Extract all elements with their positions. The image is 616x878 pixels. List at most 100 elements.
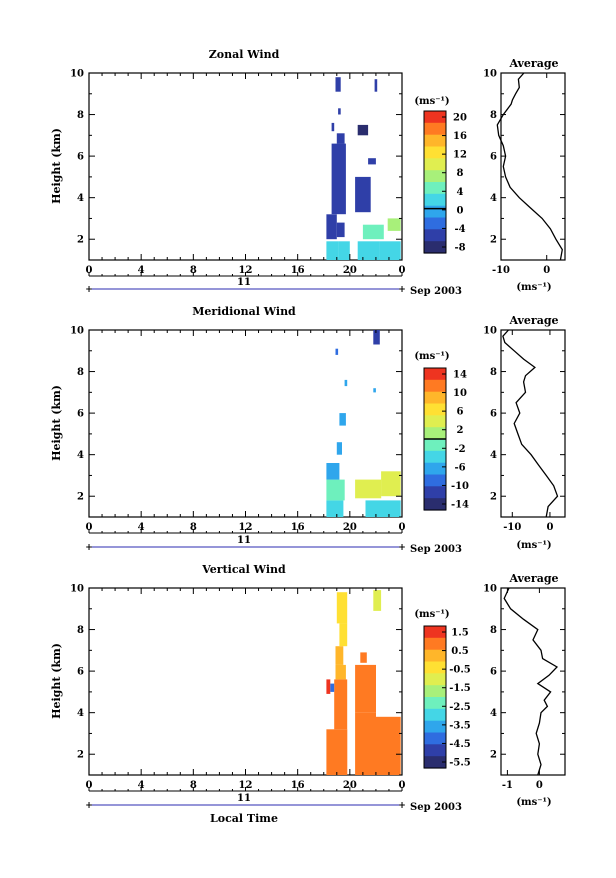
vertical-y-tick-label: 8 bbox=[77, 625, 84, 636]
zonal-colorbar-swatch bbox=[424, 229, 446, 242]
zonal-colorbar-swatch bbox=[424, 241, 446, 254]
meridional-colorbar-swatch bbox=[424, 391, 446, 405]
meridional-x-ticks: 0 4 8 12 16 20 0 bbox=[86, 330, 406, 534]
vertical-colorbar-swatch bbox=[424, 732, 446, 745]
zonal-heatmap-cell bbox=[374, 79, 378, 92]
zonal-x-tick-label: 8 bbox=[190, 265, 197, 276]
vertical-x-tick-label: 20 bbox=[343, 780, 357, 791]
vertical-heatmap-cells bbox=[326, 590, 401, 775]
meridional-colorbar-swatch bbox=[424, 486, 446, 499]
meridional-y-ticks: 2 4 6 8 10 bbox=[70, 326, 402, 518]
meridional-colorbar-tick-label: 14 bbox=[453, 370, 467, 381]
zonal-heatmap-cell bbox=[336, 222, 345, 238]
zonal-y-tick-label: 6 bbox=[77, 152, 84, 163]
meridional-y-tick-label: 6 bbox=[77, 409, 84, 420]
vertical-average-y-tick-label: 10 bbox=[483, 584, 497, 595]
meridional-colorbar-tick-label: 6 bbox=[457, 407, 464, 418]
meridional-average-y-tick-label: 4 bbox=[490, 450, 497, 461]
zonal-y-tick-label: 8 bbox=[77, 110, 84, 121]
zonal-average-frame bbox=[500, 72, 566, 261]
vertical-colorbar-swatch bbox=[424, 708, 446, 722]
vertical-x-tick-label: 4 bbox=[138, 780, 145, 791]
meridional-colorbar-swatch bbox=[424, 415, 446, 428]
vertical-y-tick-label: 4 bbox=[77, 708, 84, 719]
zonal-day-label: 11 bbox=[237, 277, 251, 288]
meridional-colorbar-tick-label: -14 bbox=[451, 500, 469, 511]
zonal-heatmap-cell bbox=[331, 122, 335, 132]
vertical-x-tick-label: 12 bbox=[239, 780, 253, 791]
zonal-average-y-tick-label: 6 bbox=[490, 152, 497, 163]
vertical-average-title: Average bbox=[508, 572, 558, 585]
meridional-y-tick-label: 4 bbox=[77, 450, 84, 461]
zonal-average-x-tick-label: 0 bbox=[543, 265, 550, 276]
zonal-x-tick-label: 12 bbox=[239, 265, 253, 276]
local-time-x-axis-label: Local Time bbox=[210, 812, 278, 825]
zonal-y-tick-label: 2 bbox=[77, 235, 84, 246]
zonal-colorbar-swatch bbox=[424, 158, 446, 171]
meridional-average-y-tick-label: 6 bbox=[490, 409, 497, 420]
meridional-average-title: Average bbox=[508, 314, 558, 327]
vertical-average-x-tick-label: 0 bbox=[536, 780, 543, 791]
meridional-colorbar-swatch bbox=[424, 403, 446, 416]
vertical-heatmap-cell bbox=[360, 652, 367, 663]
vertical-y-tick-label: 10 bbox=[70, 584, 84, 595]
meridional-colorbar: 14 10 6 2 -2 -6 -10 -14 bbox=[423, 367, 469, 511]
vertical-colorbar-swatch bbox=[424, 649, 446, 663]
zonal-colorbar-swatch bbox=[424, 205, 446, 219]
zonal-date-label: Sep 2003 bbox=[410, 286, 462, 297]
zonal-colorbar-tick-label: 20 bbox=[453, 113, 467, 124]
zonal-x-tick-label: 0 bbox=[399, 265, 406, 276]
meridional-y-axis-label: Height (km) bbox=[50, 385, 63, 461]
meridional-colorbar-swatch bbox=[424, 379, 446, 393]
vertical-heatmap-cell bbox=[335, 646, 344, 665]
meridional-average-x-tick-label: 0 bbox=[546, 522, 553, 533]
zonal-colorbar-tick-label: -8 bbox=[454, 243, 465, 254]
meridional-average-x-tick-label: -10 bbox=[503, 522, 521, 533]
meridional-colorbar-tick-label: 10 bbox=[453, 388, 467, 399]
zonal-colorbar-swatch bbox=[424, 111, 446, 124]
meridional-colorbar-swatch bbox=[424, 462, 446, 476]
vertical-day-line-start-marker: + bbox=[85, 801, 93, 811]
meridional-heatmap-cell bbox=[355, 479, 382, 499]
zonal-x-tick-label: 0 bbox=[86, 265, 93, 276]
zonal-colorbar-unit: (ms⁻¹) bbox=[414, 96, 449, 107]
zonal-plot-frame bbox=[88, 72, 403, 261]
vertical-average-x-tick-label: -1 bbox=[502, 780, 513, 791]
meridional-date-label: Sep 2003 bbox=[410, 544, 462, 555]
vertical-colorbar: 1.5 0.5 -0.5 -1.5 -2.5 -3.5 -4.5 -5.5 bbox=[423, 625, 471, 769]
vertical-heatmap-cell bbox=[355, 712, 376, 775]
meridional-y-tick-label: 2 bbox=[77, 492, 84, 503]
zonal-average-title: Average bbox=[508, 57, 558, 70]
vertical-x-tick-label: 0 bbox=[86, 780, 93, 791]
meridional-colorbar-swatch bbox=[424, 368, 446, 381]
vertical-average-y-tick-label: 8 bbox=[490, 625, 497, 636]
meridional-heatmap-cell bbox=[326, 500, 344, 517]
meridional-colorbar-swatch bbox=[424, 474, 446, 487]
zonal-average-ticks: 2 4 6 8 10 -10 0 bbox=[483, 69, 565, 276]
zonal-average-y-tick-label: 4 bbox=[490, 193, 497, 204]
vertical-colorbar-tick-label: 1.5 bbox=[451, 628, 468, 639]
vertical-colorbar-unit: (ms⁻¹) bbox=[414, 609, 449, 620]
zonal-heatmap-cell bbox=[335, 77, 341, 92]
vertical-colorbar-swatch bbox=[424, 720, 446, 734]
zonal-heatmap-cell bbox=[338, 241, 350, 260]
vertical-average-y-tick-label: 6 bbox=[490, 667, 497, 678]
zonal-colorbar-tick-label: 8 bbox=[457, 168, 464, 179]
meridional-colorbar-unit: (ms⁻¹) bbox=[414, 351, 449, 362]
meridional-heatmap-cell bbox=[381, 471, 401, 497]
vertical-day-label: 11 bbox=[237, 793, 251, 804]
vertical-colorbar-swatch bbox=[424, 685, 446, 698]
meridional-heatmap-cell bbox=[335, 348, 339, 355]
zonal-colorbar-swatch bbox=[424, 217, 446, 230]
zonal-average-profile-line bbox=[496, 72, 563, 261]
vertical-wind-title: Vertical Wind bbox=[201, 563, 286, 576]
vertical-x-tick-label: 16 bbox=[291, 780, 305, 791]
vertical-heatmap-cell bbox=[375, 716, 401, 775]
meridional-heatmap-cell bbox=[344, 379, 348, 387]
zonal-heatmap-cell bbox=[326, 214, 337, 240]
zonal-heatmap-cell bbox=[368, 158, 376, 165]
meridional-colorbar-tick-label: -6 bbox=[454, 462, 465, 473]
zonal-heatmap-cell bbox=[331, 143, 346, 215]
meridional-day-label: 11 bbox=[237, 535, 251, 546]
